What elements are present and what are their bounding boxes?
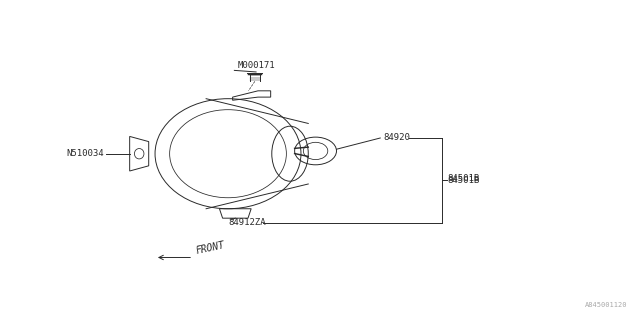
Text: FRONT: FRONT [195, 240, 226, 256]
Text: M000171: M000171 [237, 61, 275, 70]
Text: 84920: 84920 [383, 133, 410, 142]
Text: N510034: N510034 [66, 149, 104, 158]
Text: 84912ZA: 84912ZA [228, 218, 266, 228]
Text: 84501B: 84501B [447, 176, 479, 185]
Text: A845001120: A845001120 [585, 302, 628, 308]
Text: 84501B: 84501B [447, 174, 479, 183]
